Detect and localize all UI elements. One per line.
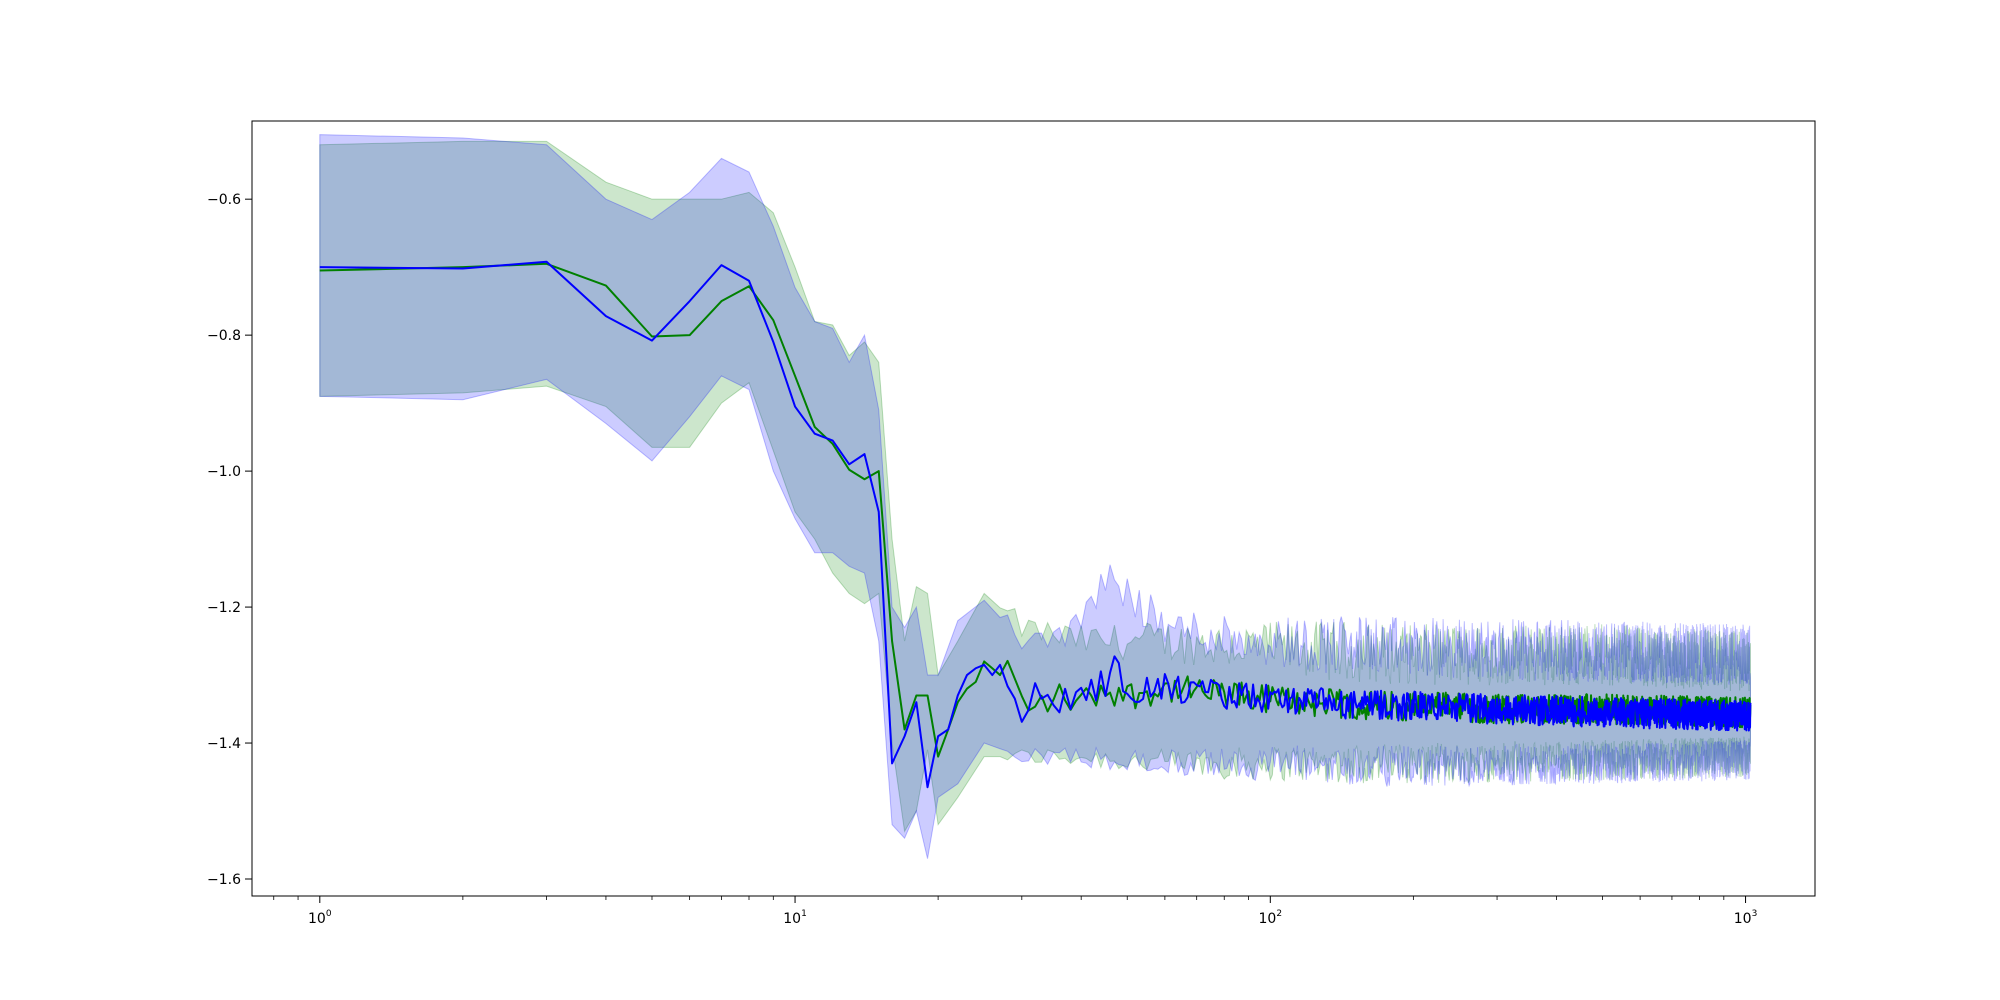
x-tick-label: 102 <box>1259 909 1283 927</box>
x-tick-label: 103 <box>1734 909 1758 927</box>
x-tick-label: 101 <box>783 909 807 927</box>
confidence-bands <box>319 134 1751 859</box>
confidence-band-2 <box>319 134 1751 859</box>
y-tick-label: −1.0 <box>207 464 241 480</box>
y-tick-label: −1.6 <box>207 872 241 888</box>
series-line-2 <box>319 260 1752 789</box>
y-tick-label: −1.4 <box>207 736 241 752</box>
axes: −0.6 −0.8 −1.0 −1.2 −1.4 −1.6 100 101 102 103 <box>207 120 1816 927</box>
y-tick-label: −0.8 <box>207 328 241 344</box>
y-tick-label: −0.6 <box>207 192 241 208</box>
series-lines <box>319 260 1752 789</box>
x-tick-label: 100 <box>308 909 332 927</box>
plot-frame <box>251 120 1816 897</box>
y-tick-label: −1.2 <box>207 600 241 616</box>
